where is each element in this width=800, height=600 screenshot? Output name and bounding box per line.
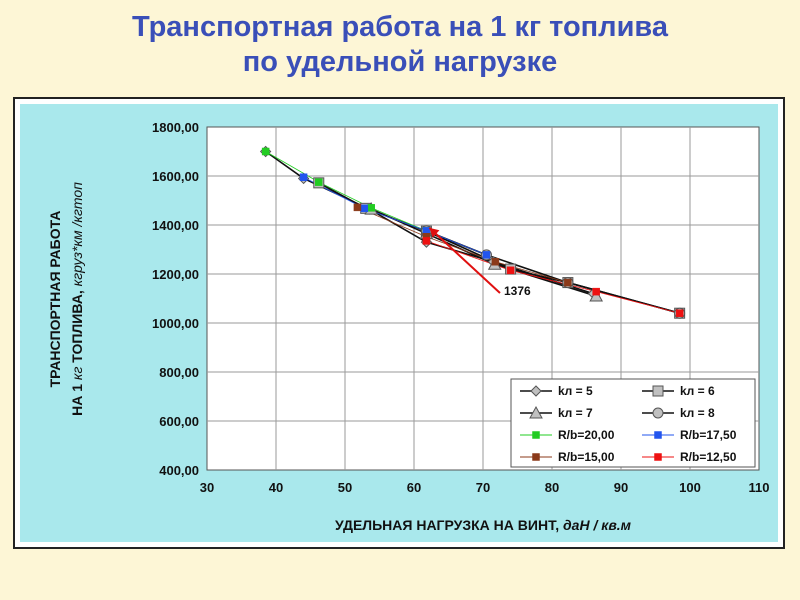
y-axis-title-main: НА 1 [69,380,85,416]
chart-svg: 400,00 600,00 800,00 1000,00 1200,00 1400,00 1… [47,120,770,533]
x-tick-label: 40 [269,480,283,495]
legend-marker [530,385,542,397]
data-point [592,287,600,296]
legend-label: R/b=17,50 [680,428,737,442]
data-point [675,309,684,317]
series-markers [259,145,686,319]
legend-marker [532,431,540,439]
data-point [261,147,270,156]
data-point [315,178,323,186]
data-point [589,289,604,302]
annotation-label: 1376 [504,284,531,298]
x-tick-label: 70 [476,480,490,495]
y-tick-labels: 400,00 600,00 800,00 1000,00 1200,00 1400,00 1… [152,120,199,478]
series-line-6 [303,176,487,256]
y-tick-label: 1800,00 [152,120,199,135]
series-line-8 [426,240,680,314]
legend-marker [652,385,664,397]
series-line-7 [357,206,568,283]
legend-label: R/b=12,50 [680,450,737,464]
legend-marker [529,405,543,419]
slide-title-line-1: Транспортная работа на 1 кг топлива [131,11,669,43]
x-tick-label: 90 [614,480,628,495]
x-tick-label: 50 [338,480,352,495]
legend-label: kл = 7 [558,406,593,420]
y-tick-label: 1600,00 [152,169,199,184]
x-axis-title-unit: даН / кв.м [563,517,632,533]
y-tick-label: 1000,00 [152,316,199,331]
y-axis-title-line-1: ТРАНСПОРТНАЯ РАБОТА [47,211,63,388]
y-axis-title-mid: ТОПЛИВА, [69,286,85,366]
legend-box [510,378,756,468]
slide-title-line-2: по удельной нагрузке [242,46,558,78]
y-axis-title-unit: кгруз*км /кгтоп [69,182,85,287]
data-point [491,258,500,266]
chart-panel: 400,00 600,00 800,00 1000,00 1200,00 1400,00 1… [13,97,785,549]
legend-marker [654,453,662,461]
x-tick-label: 30 [200,480,214,495]
annotation: 1376 [428,227,531,298]
legend-marker [654,431,662,439]
y-axis-title-line-2: НА 1 кг ТОПЛИВА, кгруз*км /кгтоп [69,182,85,416]
y-tick-label: 1400,00 [152,218,199,233]
legend-label: kл = 6 [680,384,715,398]
legend-label: R/b=20,00 [558,428,615,442]
x-tick-label: 60 [407,480,421,495]
y-axis-title-unit-kg: кг [69,367,85,381]
legend-marker [532,453,540,461]
legend: kл = 5 kл = 6 kл = 7 kл = 8 R/b=20,00 R/b=17,… [510,378,756,468]
x-axis-title: УДЕЛЬНАЯ НАГРУЗКА НА ВИНТ, даН / кв.м [335,517,632,533]
data-point [299,173,308,181]
x-tick-label: 80 [545,480,559,495]
annotation-arrow [428,227,501,294]
data-point [360,204,369,213]
series-line-5 [265,151,427,232]
x-tick-label: 110 [749,480,770,495]
data-point [353,203,362,212]
y-tick-label: 600,00 [159,414,199,429]
y-tick-label: 400,00 [159,463,199,478]
x-tick-label: 100 [679,480,701,495]
x-axis-title-main: УДЕЛЬНАЯ НАГРУЗКА НА ВИНТ, [335,517,563,533]
y-tick-label: 1200,00 [152,267,199,282]
data-point [506,266,515,275]
legend-label: R/b=15,00 [558,450,615,464]
slide-title: Транспортная работа на 1 кг топлива по у… [0,10,800,80]
legend-marker [652,407,664,419]
legend-label: kл = 8 [680,406,715,420]
y-tick-label: 800,00 [159,365,199,380]
legend-label: kл = 5 [558,384,593,398]
y-axis-title: ТРАНСПОРТНАЯ РАБОТА НА 1 кг ТОПЛИВА, кгр… [47,182,85,416]
chart-area: 400,00 600,00 800,00 1000,00 1200,00 1400,00 1… [20,104,778,542]
data-point [482,251,491,259]
x-tick-labels: 30 40 50 60 70 80 90 100 110 [200,480,770,495]
data-point [422,237,431,245]
annotation-arrow-head [429,227,440,238]
data-point [564,278,572,287]
data-point [367,204,375,212]
